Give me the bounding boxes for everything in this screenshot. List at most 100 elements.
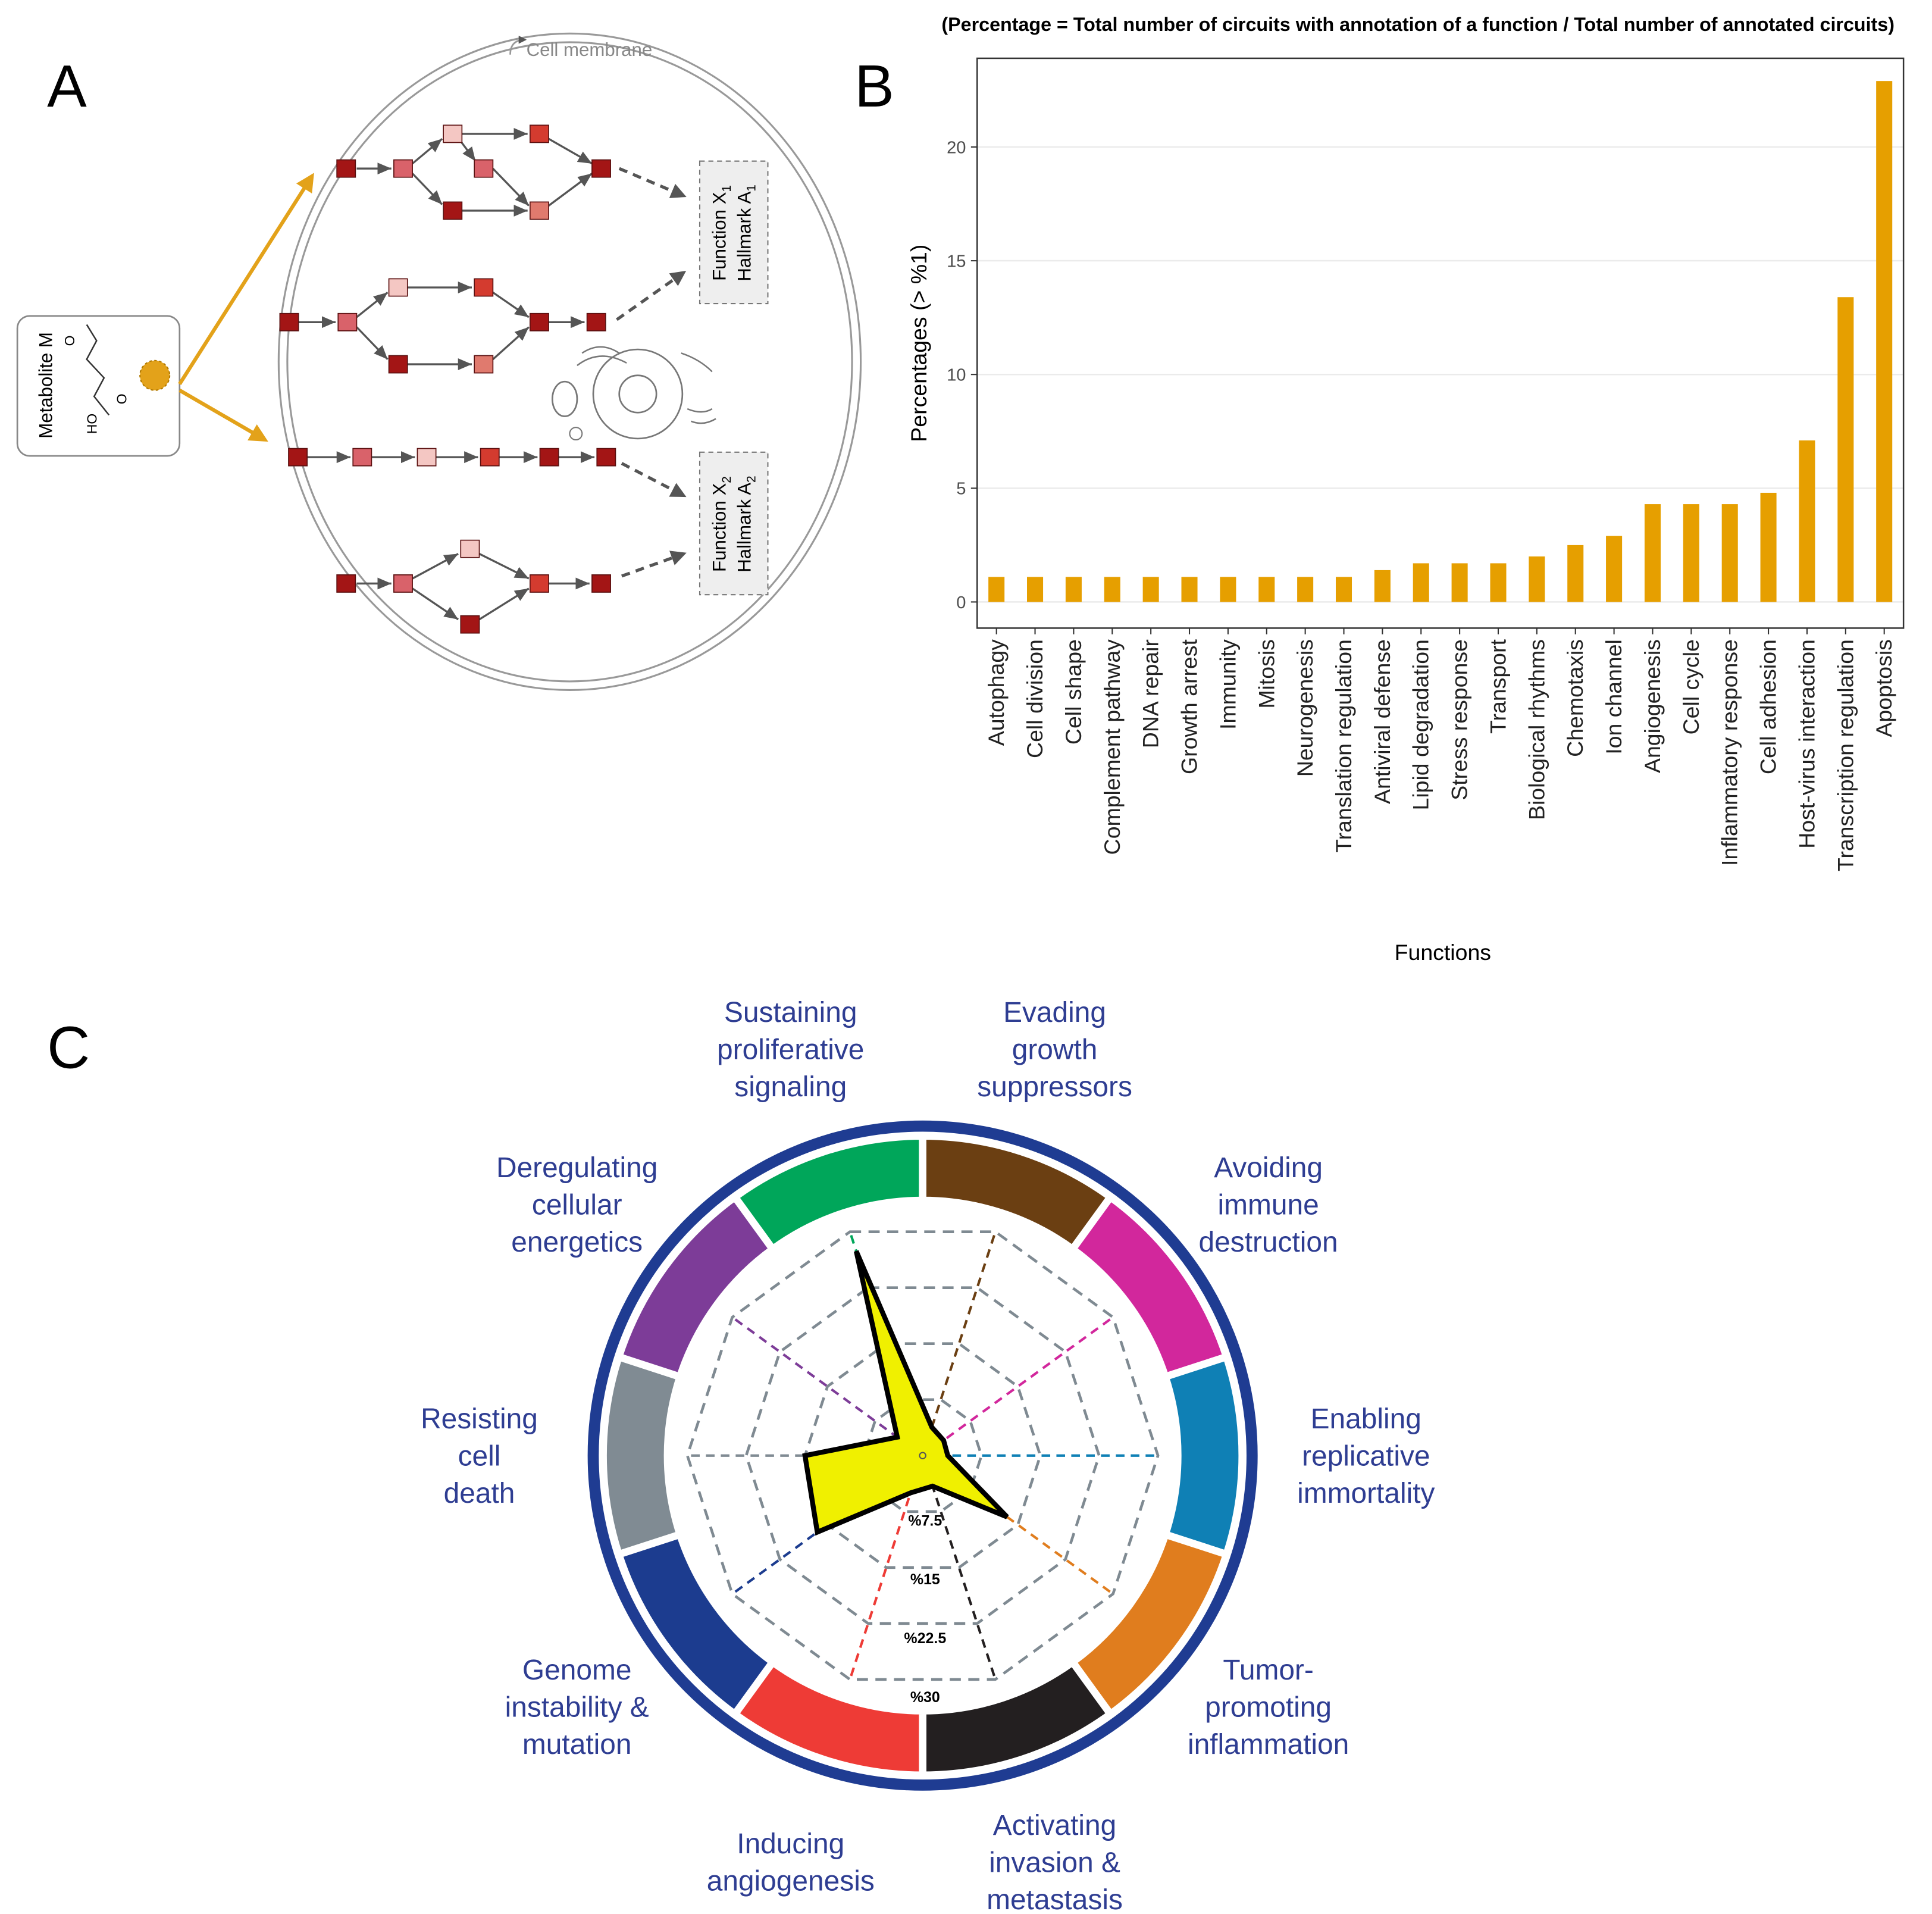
hallmark-label: signaling — [734, 1071, 847, 1103]
y-tick-label: 20 — [947, 138, 966, 157]
bar — [1721, 504, 1738, 602]
hallmark-label: Tumor- — [1223, 1655, 1313, 1686]
bar — [1374, 570, 1391, 602]
x-tick-label: Apoptosis — [1871, 639, 1896, 737]
membrane — [277, 32, 862, 692]
bar — [1065, 577, 1082, 602]
hallmark-label: angiogenesis — [707, 1866, 875, 1897]
bar — [1876, 81, 1893, 602]
axis-line — [922, 1455, 1114, 1595]
x-tick-label: Inflammatory response — [1717, 639, 1742, 866]
diagram: Cell membrane Metabolite M O HO O — [16, 32, 862, 692]
r-tick-label: %22.5 — [904, 1630, 946, 1647]
x-tick-label: Translation regulation — [1331, 639, 1356, 853]
atom: HO — [84, 414, 99, 434]
hallmark-label: cellular — [532, 1189, 622, 1221]
bar — [1181, 577, 1198, 602]
x-tick-label: Antiviral defense — [1370, 639, 1395, 804]
arrow — [179, 389, 268, 442]
bar — [1837, 297, 1854, 602]
metabolite — [139, 359, 171, 391]
hallmark-label: cell — [458, 1440, 501, 1472]
y-tick-label: 15 — [947, 252, 966, 271]
grid-ring — [744, 1286, 1101, 1625]
atom: O — [114, 393, 129, 404]
x-tick-label: Transcription regulation — [1833, 639, 1858, 871]
hallmark-label: growth — [1012, 1034, 1098, 1065]
arrow — [178, 173, 314, 386]
hallmark-segment — [614, 1191, 778, 1382]
hallmark-label: Genome — [522, 1655, 632, 1686]
bar — [1142, 577, 1159, 602]
hallmark-label: mutation — [522, 1729, 632, 1760]
hallmark-label: energetics — [511, 1227, 643, 1258]
x-tick-label: Ion channel — [1601, 639, 1626, 755]
radar-area — [802, 1250, 1009, 1536]
organelle — [551, 380, 578, 417]
x-tick-label: Angiogenesis — [1640, 639, 1665, 773]
hallmark-label: destruction — [1199, 1227, 1338, 1258]
hallmark-label: proliferative — [717, 1034, 864, 1065]
hallmark-label: Deregulating — [496, 1152, 657, 1184]
hallmark-label: suppressors — [977, 1071, 1132, 1103]
function-label: Function X1 — [709, 185, 734, 281]
panel-label: C — [47, 1015, 90, 1081]
bar — [988, 577, 1005, 602]
hallmark-label: Evading — [1003, 997, 1106, 1028]
function-box — [699, 451, 769, 596]
hallmark-label: instability & — [505, 1691, 649, 1723]
atom: O — [62, 336, 77, 346]
hallmark-label: Enabling — [1311, 1403, 1421, 1435]
bar — [1567, 545, 1584, 602]
grid-ring — [685, 1230, 1160, 1681]
x-tick-label: Biological rhythms — [1524, 639, 1549, 820]
hallmark-label: immortality — [1297, 1478, 1435, 1509]
x-tick-label: Transport — [1485, 639, 1510, 734]
hallmark-label: death — [444, 1478, 515, 1509]
bar — [1220, 577, 1236, 602]
hallmark-label: invasion & — [989, 1847, 1120, 1878]
bar — [1799, 440, 1815, 602]
wheel-ring — [587, 1120, 1258, 1791]
membrane-label: Cell membrane — [527, 39, 653, 60]
x-tick-label: Cell division — [1022, 639, 1047, 758]
x-tick-label: Cell adhesion — [1756, 639, 1781, 774]
chart-title: (Percentage = Total number of circuits w… — [941, 14, 1895, 35]
panel-label: A — [47, 54, 87, 120]
y-tick-label: 0 — [956, 593, 966, 612]
x-tick-label: Complement pathway — [1100, 639, 1125, 855]
bar — [1529, 556, 1545, 602]
x-tick-label: Chemotaxis — [1562, 639, 1587, 757]
bar — [1760, 492, 1777, 602]
x-axis-label: Functions — [1395, 940, 1491, 965]
plot-border — [976, 57, 1905, 629]
x-tick-label: Mitosis — [1254, 639, 1279, 709]
hallmark-label: Hallmark A2 — [734, 476, 758, 573]
membrane-arrow — [509, 35, 527, 55]
y-tick-label: 10 — [947, 366, 966, 385]
organelle — [618, 374, 657, 414]
bar — [1258, 577, 1275, 602]
y-axis-label: Percentages (> %1) — [906, 245, 931, 442]
organelle — [569, 427, 583, 441]
x-tick-label: Host-virus interaction — [1794, 639, 1819, 849]
hallmark-segment — [599, 1352, 685, 1559]
r-tick-label: %30 — [910, 1689, 940, 1706]
bar — [1451, 563, 1468, 602]
y-tick-label: 5 — [956, 480, 966, 499]
hallmark-label: Activating — [993, 1810, 1117, 1841]
x-tick-label: Lipid degradation — [1408, 639, 1433, 810]
metabolite-label: Metabolite M — [35, 332, 56, 439]
bar — [1027, 577, 1044, 602]
panel-label: B — [854, 54, 894, 120]
grid-ring — [803, 1342, 1042, 1569]
x-tick-label: Stress response — [1447, 639, 1472, 800]
x-tick-label: Neurogenesis — [1292, 639, 1317, 777]
hallmark-label: Avoiding — [1214, 1152, 1323, 1184]
bar — [1644, 504, 1661, 602]
axis-line — [848, 1455, 924, 1680]
bar — [1683, 504, 1699, 602]
axis-line — [921, 1231, 997, 1456]
axis-line — [921, 1455, 997, 1680]
